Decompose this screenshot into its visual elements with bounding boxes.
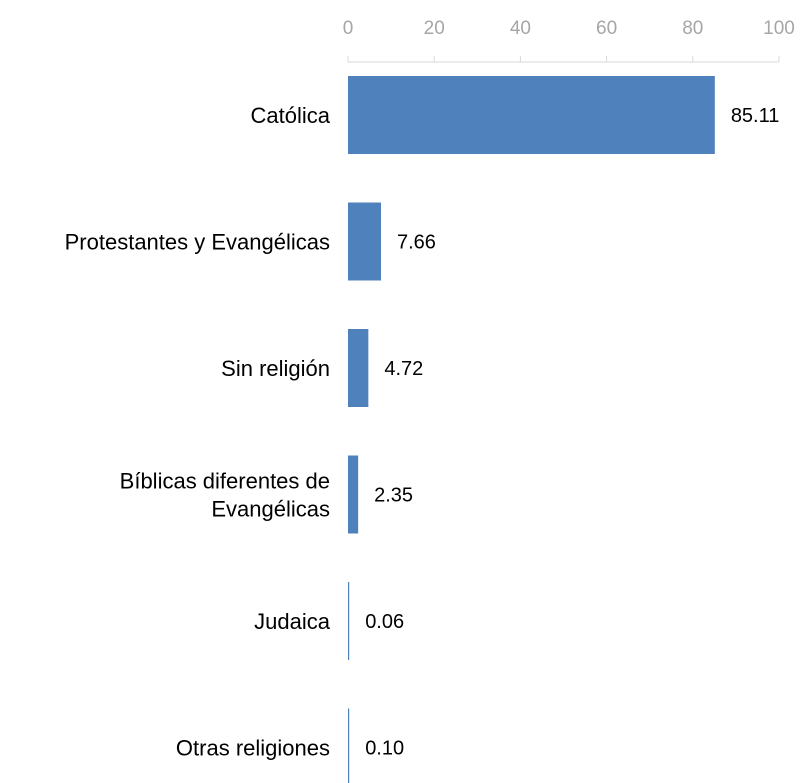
category-label: Bíblicas diferentes de bbox=[120, 469, 330, 494]
data-label: 4.72 bbox=[384, 358, 423, 380]
data-label: 85.11 bbox=[731, 105, 780, 127]
category-label: Otras religiones bbox=[176, 736, 330, 761]
x-tick-label: 40 bbox=[510, 18, 531, 39]
data-label: 7.66 bbox=[397, 232, 436, 254]
x-axis: 0 20 40 60 80 100 bbox=[343, 18, 795, 63]
bar bbox=[348, 329, 369, 407]
category-label: Católica bbox=[251, 103, 331, 128]
category-label: Judaica bbox=[254, 609, 331, 634]
category-labels: Católica Protestantes y Evangélicas Sin re… bbox=[65, 103, 331, 761]
bar bbox=[348, 708, 350, 783]
bar bbox=[348, 582, 350, 660]
x-tick-label: 60 bbox=[596, 18, 617, 39]
category-label: Evangélicas bbox=[211, 497, 330, 522]
x-tick-label: 100 bbox=[763, 18, 795, 39]
bar bbox=[348, 76, 715, 154]
bar bbox=[348, 202, 382, 281]
x-tick-label: 20 bbox=[424, 18, 445, 39]
x-tick-label: 0 bbox=[343, 18, 354, 39]
data-label: 0.06 bbox=[365, 611, 404, 633]
category-label: Protestantes y Evangélicas bbox=[65, 230, 330, 255]
data-label: 0.10 bbox=[365, 738, 404, 760]
bar-series: 85.11 7.66 4.72 2.35 0.06 0.10 bbox=[348, 76, 779, 783]
bar bbox=[348, 455, 359, 534]
category-label: Sin religión bbox=[221, 356, 330, 381]
data-label: 2.35 bbox=[374, 485, 413, 507]
x-tick-label: 80 bbox=[682, 18, 703, 39]
